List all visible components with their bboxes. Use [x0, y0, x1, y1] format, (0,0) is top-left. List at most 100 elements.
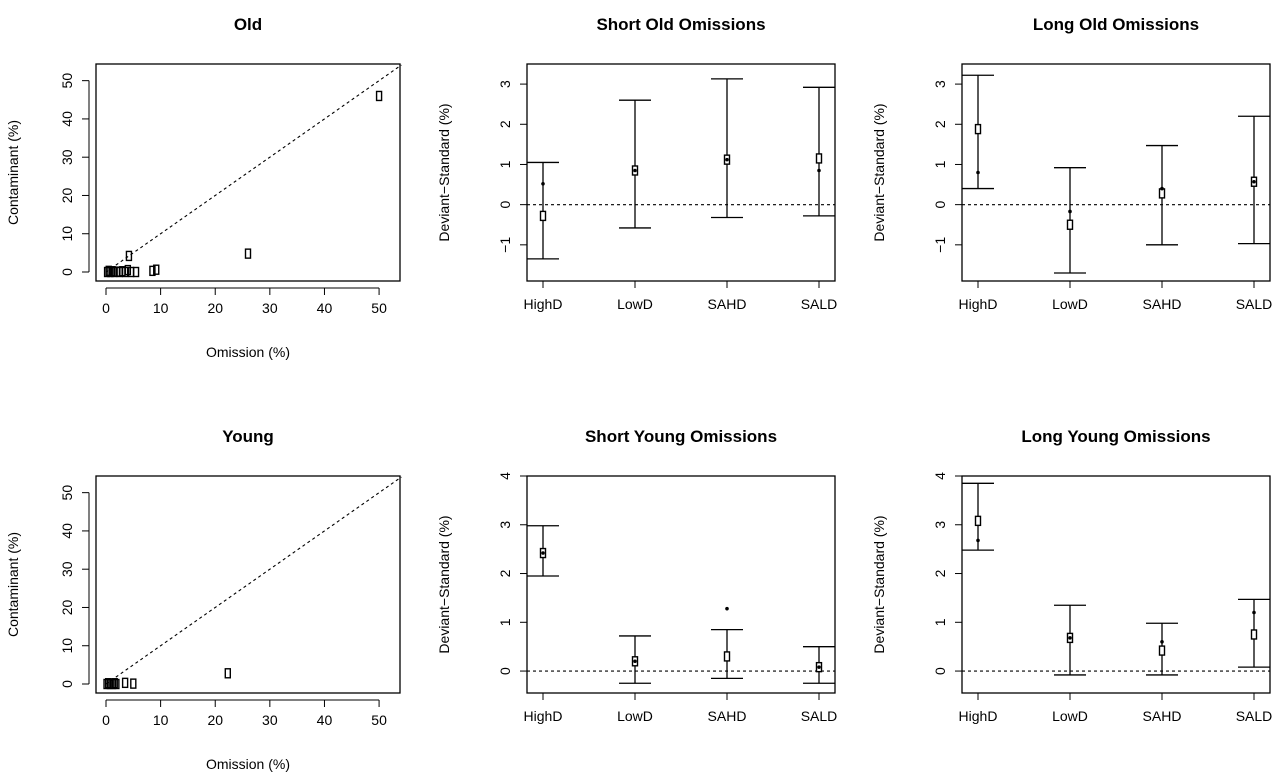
dot-marker-highd — [541, 551, 545, 555]
data-point — [113, 678, 120, 690]
mean-marker-highd — [974, 123, 982, 135]
x-tick-label: 0 — [102, 300, 110, 316]
plot-frame — [526, 475, 836, 694]
y-tick-label: 4 — [932, 472, 948, 480]
data-point — [375, 90, 383, 102]
y-axis-label: Deviant−Standard (%) — [871, 515, 887, 653]
x-tick-label: 10 — [153, 712, 169, 728]
panel-title: Young — [222, 427, 274, 446]
panel-young: Young Contaminant (%) 0 10 20 30 40 50 Omission … — [5, 427, 402, 772]
mean-marker-sald — [815, 153, 823, 164]
x-tick-label: 0 — [102, 712, 110, 728]
y-axis-label: Contaminant (%) — [5, 532, 21, 637]
y-tick-label: 40 — [59, 523, 75, 539]
y-tick-label: 2 — [497, 569, 513, 577]
panel-long-young-omissions: Long Young Omissions Deviant−Standard (%)… — [871, 427, 1272, 724]
y-tick-label: 0 — [497, 201, 513, 209]
y-tick-label: 30 — [59, 149, 75, 165]
x-tick-label-highd: HighD — [959, 708, 998, 724]
dot-marker-sahd — [725, 606, 729, 611]
x-tick-label: 30 — [262, 712, 278, 728]
dot-marker-sald — [817, 168, 821, 173]
dot-marker-sahd — [1160, 186, 1164, 191]
plot-frame — [95, 475, 401, 694]
y-tick-label: 1 — [497, 160, 513, 168]
dot-marker-sahd — [725, 157, 729, 162]
y-tick-label: 3 — [932, 80, 948, 88]
panel-title: Long Old Omissions — [1033, 15, 1199, 34]
y-axis-label: Deviant−Standard (%) — [436, 103, 452, 241]
x-tick-label-sald: SALD — [1236, 708, 1273, 724]
dot-marker-lowd — [1068, 636, 1072, 640]
dot-marker-lowd — [633, 168, 637, 173]
panel-old: Old Contaminant (%) 0 10 20 30 40 50 Omission (%… — [5, 15, 402, 360]
data-point — [224, 668, 231, 679]
mean-marker-highd — [539, 210, 547, 222]
panel-long-old-omissions: Long Old Omissions Deviant−Standard (%) Hi… — [871, 15, 1272, 312]
x-axis-label: Omission (%) — [206, 344, 290, 360]
identity-reference-line — [105, 64, 402, 273]
y-tick-label: 50 — [59, 73, 75, 89]
x-tick-label-lowd: LowD — [617, 708, 653, 724]
plot-frame — [95, 63, 401, 282]
y-tick-label: −1 — [932, 237, 948, 253]
y-tick-label: 4 — [497, 472, 513, 480]
x-tick-label: 40 — [317, 300, 333, 316]
mean-marker-sahd — [723, 651, 731, 662]
y-tick-label: 0 — [932, 201, 948, 209]
dot-marker-highd — [541, 181, 545, 186]
x-tick-label-lowd: LowD — [1052, 296, 1088, 312]
y-tick-label: 10 — [59, 638, 75, 654]
dot-marker-sahd — [1160, 639, 1164, 644]
x-tick-label-lowd: LowD — [617, 296, 653, 312]
panel-short-old-omissions: Short Old Omissions Deviant−Standard (%) H… — [436, 15, 837, 312]
dot-marker-lowd — [633, 659, 637, 664]
y-tick-label: 40 — [59, 111, 75, 127]
dot-marker-sald — [817, 665, 821, 669]
y-tick-label: 20 — [59, 599, 75, 615]
x-tick-label-sahd: SAHD — [1143, 708, 1182, 724]
x-tick-label: 20 — [207, 300, 223, 316]
y-tick-label: 1 — [932, 618, 948, 626]
x-tick-label: 10 — [153, 300, 169, 316]
panel-title: Short Young Omissions — [585, 427, 777, 446]
y-tick-label: 2 — [932, 120, 948, 128]
x-tick-label-sald: SALD — [801, 708, 838, 724]
mean-marker-sald — [1250, 629, 1258, 640]
y-tick-label: 0 — [59, 680, 75, 688]
dot-marker-lowd — [1068, 209, 1072, 214]
data-point — [153, 264, 160, 275]
y-axis-label: Deviant−Standard (%) — [436, 515, 452, 653]
y-tick-label: 20 — [59, 187, 75, 203]
x-tick-label: 50 — [371, 300, 387, 316]
plot-frame — [526, 63, 836, 282]
y-tick-label: −1 — [497, 237, 513, 253]
x-tick-label: 20 — [207, 712, 223, 728]
x-tick-label-sahd: SAHD — [1143, 296, 1182, 312]
y-tick-label: 3 — [932, 521, 948, 529]
x-tick-label-sald: SALD — [801, 296, 838, 312]
panel-title: Old — [234, 15, 262, 34]
panel-title: Long Young Omissions — [1021, 427, 1210, 446]
y-tick-label: 3 — [497, 80, 513, 88]
data-point — [130, 678, 137, 689]
y-tick-label: 30 — [59, 561, 75, 577]
x-tick-label: 50 — [371, 712, 387, 728]
y-tick-label: 0 — [497, 667, 513, 675]
y-tick-label: 2 — [932, 569, 948, 577]
panel-title: Short Old Omissions — [596, 15, 765, 34]
x-tick-label-lowd: LowD — [1052, 708, 1088, 724]
x-tick-label-highd: HighD — [524, 296, 563, 312]
y-tick-label: 0 — [932, 667, 948, 675]
y-tick-label: 1 — [932, 160, 948, 168]
data-point — [121, 677, 129, 689]
x-tick-label: 40 — [317, 712, 333, 728]
dot-marker-highd — [976, 538, 980, 543]
plot-frame — [961, 63, 1271, 282]
y-tick-label: 0 — [59, 268, 75, 276]
x-tick-label-highd: HighD — [959, 296, 998, 312]
y-tick-label: 10 — [59, 226, 75, 242]
panel-short-young-omissions: Short Young Omissions Deviant−Standard (%… — [436, 427, 837, 724]
y-tick-label: 2 — [497, 120, 513, 128]
